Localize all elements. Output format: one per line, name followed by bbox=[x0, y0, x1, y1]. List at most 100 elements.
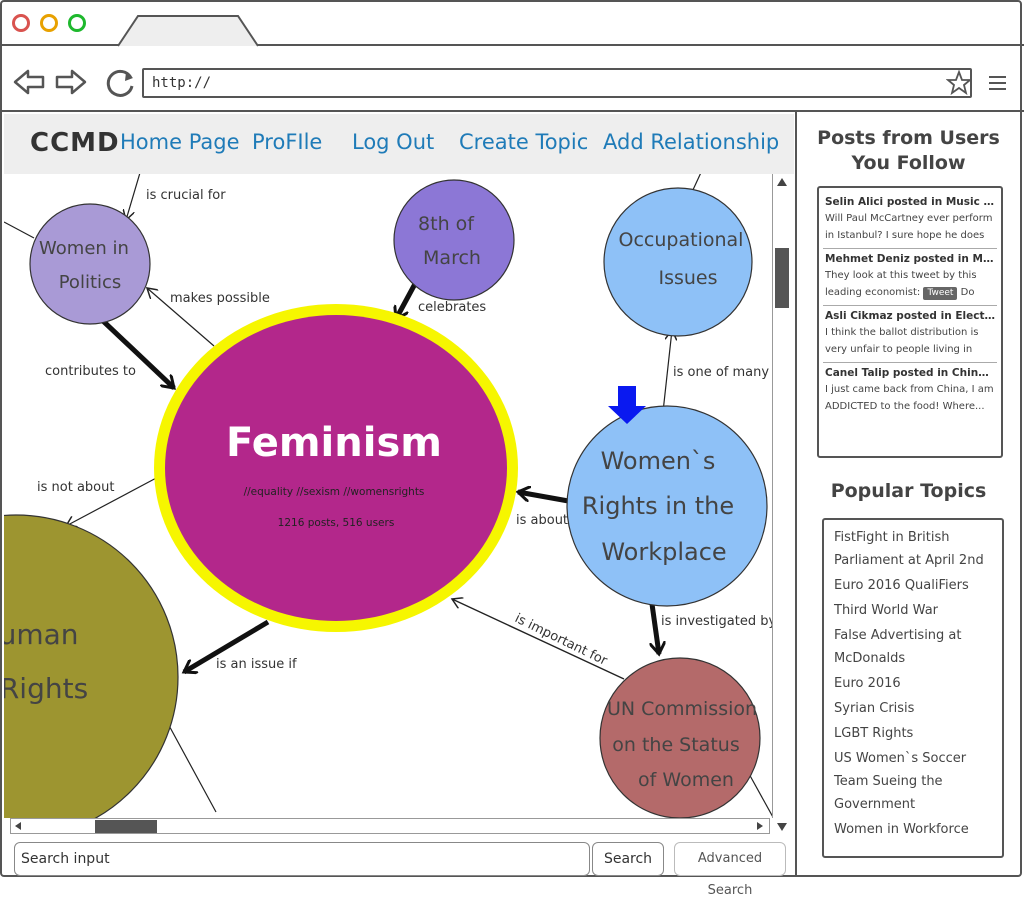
browser-titlebar bbox=[0, 0, 1024, 48]
svg-text://equality //sexism //womensri: //equality //sexism //womensrights bbox=[244, 486, 425, 498]
svg-text:Workplace: Workplace bbox=[601, 538, 726, 566]
star-icon[interactable] bbox=[946, 70, 972, 96]
brand-logo[interactable]: CCMD bbox=[30, 128, 120, 158]
topic-link[interactable]: False Advertising at McDonalds bbox=[834, 628, 962, 666]
svg-text:1216 posts, 516 users: 1216 posts, 516 users bbox=[278, 517, 395, 529]
forward-arrow-icon[interactable] bbox=[54, 68, 88, 96]
svg-text:Feminism: Feminism bbox=[226, 420, 442, 466]
post-item[interactable]: Selin Alici posted in Music in Istanbul … bbox=[823, 192, 997, 249]
label-is-about: is about bbox=[516, 513, 568, 528]
refresh-icon[interactable] bbox=[104, 66, 138, 100]
svg-text:Women in: Women in bbox=[39, 238, 129, 259]
minimize-window-button[interactable] bbox=[40, 14, 58, 32]
svg-text:Rights: Rights bbox=[4, 672, 88, 705]
nav-create-topic[interactable]: Create Topic bbox=[459, 130, 589, 154]
horizontal-scrollbar[interactable] bbox=[10, 818, 770, 834]
svg-text:Women`s: Women`s bbox=[601, 447, 716, 475]
edge-occupational-top bbox=[691, 174, 701, 193]
topic-link[interactable]: Syrian Crisis bbox=[834, 701, 915, 716]
svg-text:Politics: Politics bbox=[59, 272, 122, 293]
label-is-an-issue-if: is an issue if bbox=[216, 657, 297, 672]
svg-text:Issues: Issues bbox=[658, 267, 717, 289]
label-contributes-to: contributes to bbox=[45, 364, 136, 379]
topic-link[interactable]: US Women`s Soccer Team Sueing the Govern… bbox=[834, 751, 967, 812]
hamburger-menu-icon[interactable] bbox=[988, 74, 1008, 92]
node-human-rights[interactable]: Human Rights bbox=[4, 514, 179, 818]
vertical-scrollbar[interactable] bbox=[772, 174, 790, 818]
node-un-commission[interactable]: UN Commission on the Status of Women bbox=[599, 657, 761, 818]
popular-topics-heading: Popular Topics bbox=[830, 480, 987, 502]
app-header: CCMD Home Page ProFIle Log Out Create To… bbox=[4, 114, 794, 174]
nav-add-relationship[interactable]: Add Relationship bbox=[603, 130, 780, 154]
edge-human-rights-bottom bbox=[165, 719, 217, 813]
browser-toolbar: http:// bbox=[0, 46, 1024, 112]
popular-topics-list: FistFight in British Parliament at April… bbox=[822, 518, 1004, 858]
url-bar[interactable]: http:// bbox=[142, 68, 972, 98]
svg-text:Occupational: Occupational bbox=[619, 229, 744, 251]
search-button[interactable]: Search bbox=[592, 842, 664, 876]
topic-link[interactable]: Women in Workforce bbox=[834, 822, 969, 837]
edge-is-crucial-for[interactable] bbox=[126, 174, 142, 220]
label-is-not-about: is not about bbox=[37, 480, 114, 495]
svg-text:on the Status: on the Status bbox=[612, 734, 739, 756]
label-is-important-for: is important for bbox=[512, 611, 610, 669]
post-item[interactable]: Canel Talip posted in Chinese Food I jus… bbox=[825, 367, 995, 412]
node-feminism[interactable]: Feminism //equality //sexism //womensrig… bbox=[154, 304, 518, 632]
label-celebrates: celebrates bbox=[418, 300, 486, 315]
svg-text:8th of: 8th of bbox=[418, 213, 475, 235]
label-makes-possible: makes possible bbox=[170, 291, 270, 306]
edge-un-bottom bbox=[747, 771, 772, 817]
topic-graph-canvas[interactable]: is crucial for makes possible contribute… bbox=[4, 174, 772, 818]
browser-tab[interactable] bbox=[116, 14, 262, 48]
scroll-right-arrow-icon[interactable] bbox=[755, 820, 765, 832]
scroll-left-arrow-icon[interactable] bbox=[13, 820, 23, 832]
node-women-in-politics[interactable]: Women in Politics bbox=[29, 203, 151, 325]
edge-is-important-for[interactable] bbox=[452, 599, 625, 680]
topic-link[interactable]: LGBT Rights bbox=[834, 726, 914, 741]
down-arrow-marker-icon bbox=[608, 386, 646, 424]
edge-celebrates[interactable] bbox=[396, 280, 419, 319]
node-8th-of-march[interactable]: 8th of March bbox=[393, 179, 515, 301]
svg-text:Human: Human bbox=[4, 618, 78, 651]
svg-text:Rights in the: Rights in the bbox=[582, 492, 734, 520]
back-arrow-icon[interactable] bbox=[12, 68, 46, 96]
edge-is-about[interactable] bbox=[518, 492, 575, 505]
scroll-up-arrow-icon[interactable] bbox=[775, 176, 789, 188]
close-window-button[interactable] bbox=[12, 14, 30, 32]
advanced-search-button[interactable]: Advanced Search bbox=[674, 842, 786, 898]
edge-is-one-of-many[interactable] bbox=[662, 330, 672, 413]
posts-heading: Posts from Users You Follow bbox=[817, 127, 1000, 174]
topic-link[interactable]: Third World War bbox=[834, 603, 939, 618]
topic-link[interactable]: Euro 2016 bbox=[834, 676, 901, 691]
post-item[interactable]: Asli Cikmaz posted in Elections 2017 I t… bbox=[823, 306, 997, 363]
svg-text:March: March bbox=[423, 247, 481, 269]
node-occupational-issues[interactable]: Occupational Issues bbox=[603, 187, 753, 337]
followed-posts-list[interactable]: Selin Alici posted in Music in Istanbul … bbox=[817, 186, 1003, 458]
browser-window bbox=[0, 0, 1022, 877]
label-is-investigated-by: is investigated by bbox=[661, 614, 772, 629]
horizontal-scroll-thumb[interactable] bbox=[95, 820, 157, 833]
topic-link[interactable]: FistFight in British Parliament at April… bbox=[834, 530, 984, 568]
scroll-down-arrow-icon[interactable] bbox=[774, 818, 790, 834]
node-womens-rights-workplace[interactable]: Women`s Rights in the Workplace bbox=[566, 405, 768, 607]
nav-profile[interactable]: ProFIle bbox=[252, 130, 323, 154]
svg-text:of Women: of Women bbox=[638, 769, 734, 791]
tweet-embed-button[interactable]: Tweet bbox=[923, 287, 958, 300]
svg-text:UN Commission: UN Commission bbox=[607, 698, 757, 720]
right-sidebar: Posts from Users You Follow Selin Alici … bbox=[795, 112, 1022, 877]
nav-log-out[interactable]: Log Out bbox=[352, 130, 435, 154]
edge-is-not-about[interactable] bbox=[66, 475, 161, 526]
nav-home-page[interactable]: Home Page bbox=[120, 130, 240, 154]
edge-contributes-to[interactable] bbox=[100, 318, 174, 388]
edge-makes-possible[interactable] bbox=[147, 288, 215, 347]
search-input[interactable]: Search input bbox=[14, 842, 590, 876]
edge-is-an-issue-if[interactable] bbox=[184, 619, 270, 672]
topic-link[interactable]: Euro 2016 QualiFiers bbox=[834, 578, 969, 593]
vertical-scroll-thumb[interactable] bbox=[775, 248, 789, 308]
maximize-window-button[interactable] bbox=[68, 14, 86, 32]
edge-is-investigated-by[interactable] bbox=[652, 603, 659, 654]
edge-left-offscreen bbox=[4, 221, 35, 239]
label-is-crucial-for: is crucial for bbox=[146, 188, 226, 203]
label-is-one-of-many: is one of many bbox=[673, 365, 769, 380]
post-item[interactable]: Mehmet Deniz posted in Money and... They… bbox=[823, 249, 997, 306]
